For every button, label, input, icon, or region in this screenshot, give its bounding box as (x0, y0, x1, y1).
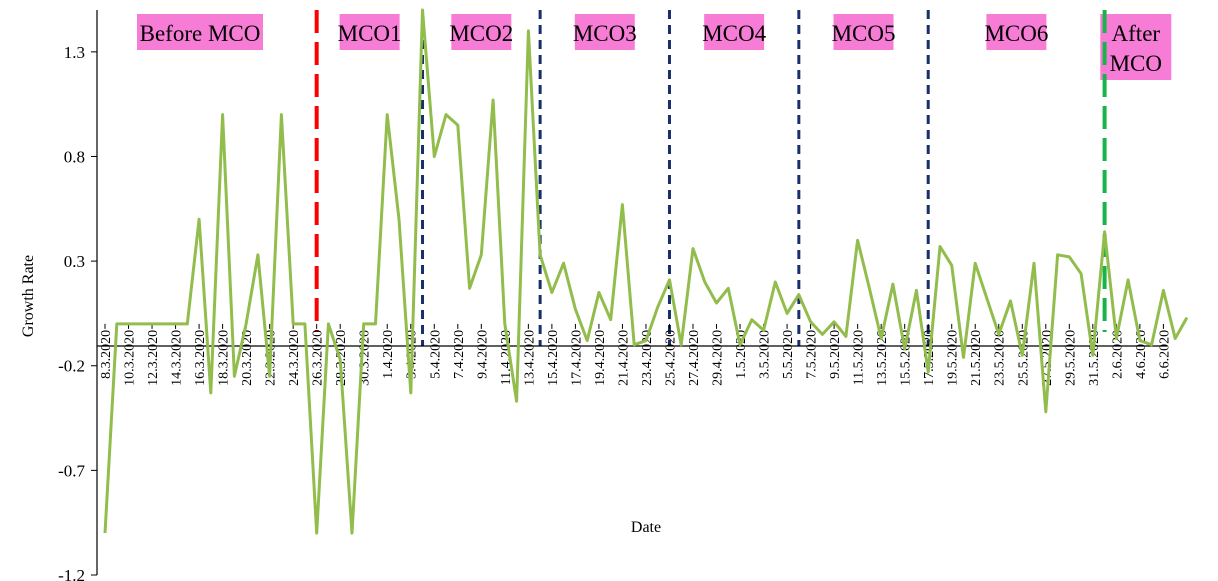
x-tick-label: 18.3.2020 (217, 330, 232, 386)
x-tick-label: 8.3.2020 (99, 330, 114, 379)
x-tick-label: 3.5.2020 (758, 330, 773, 379)
phase-box (986, 14, 1047, 50)
phase-label: MCO3 (573, 14, 637, 50)
x-tick-label: 9.5.2020 (828, 330, 843, 379)
x-tick-label: 24.3.2020 (287, 330, 302, 386)
x-tick-label: 29.5.2020 (1063, 330, 1078, 386)
phase-box (833, 14, 894, 50)
phase-label: MCO6 (984, 14, 1048, 50)
y-ticks: 1.3 0.8 0.3 -0.2 -0.7 -1.2 (58, 43, 97, 581)
x-tick-label: 11.4.2020 (499, 330, 514, 385)
x-tick-label: 16.3.2020 (193, 330, 208, 386)
x-tick-label: 9.4.2020 (475, 330, 490, 379)
phase-dividers (314, 10, 1107, 346)
x-tick-label: 7.5.2020 (805, 330, 820, 379)
phase-label: Before MCO (137, 14, 263, 50)
x-tick-label: 12.3.2020 (146, 330, 161, 386)
x-tick-label: 7.4.2020 (452, 330, 467, 379)
phase-text: MCO5 (832, 21, 896, 46)
phase-box (574, 14, 635, 50)
x-tick-label: 11.5.2020 (852, 330, 867, 385)
series-line-0 (103, 8, 1189, 535)
x-tick-label: 15.4.2020 (546, 330, 561, 386)
x-tick-label: 20.3.2020 (240, 330, 255, 386)
phase-box (1100, 14, 1172, 80)
x-tick-label: 13.5.2020 (875, 330, 890, 386)
x-axis-label: Date (631, 519, 661, 536)
x-ticks: 8.3.2020 10.3.2020 12.3.2020 14.3.2020 16.3.… (99, 323, 1172, 386)
y-tick-label: -0.7 (58, 461, 85, 480)
x-tick-label: 19.5.2020 (946, 330, 961, 386)
x-tick-label: 27.4.2020 (687, 330, 702, 386)
phase-text: Before MCO (140, 21, 261, 46)
x-tick-label: 28.3.2020 (334, 330, 349, 386)
y-tick-label: 0.3 (64, 252, 85, 271)
y-axis-label: Growth Rate (20, 255, 37, 337)
x-tick-label: 10.3.2020 (123, 330, 138, 386)
phase-box (704, 14, 765, 50)
phase-text: MCO3 (573, 21, 637, 46)
phase-box (339, 14, 400, 50)
phase-label: MCO5 (832, 14, 896, 50)
y-tick-label: 1.3 (64, 43, 85, 62)
phase-text: MCO6 (984, 21, 1048, 46)
x-tick-label: 21.4.2020 (616, 330, 631, 386)
phase-text: MCO2 (449, 21, 513, 46)
phase-text: MCO1 (338, 21, 402, 46)
x-tick-label: 26.3.2020 (311, 330, 326, 386)
x-tick-label: 14.3.2020 (170, 330, 185, 386)
phase-text: After (1112, 21, 1161, 46)
phase-label: After MCO (1100, 14, 1172, 80)
x-tick-label: 13.4.2020 (522, 330, 537, 386)
phase-text: MCO4 (702, 21, 766, 46)
phase-label: MCO1 (338, 14, 402, 50)
x-tick-label: 4.6.2020 (1134, 330, 1149, 379)
phase-label: MCO2 (449, 14, 513, 50)
axes (96, 10, 1167, 575)
series (103, 8, 1189, 535)
x-tick-label: 1.5.2020 (734, 330, 749, 379)
phase-text: MCO (1110, 51, 1162, 76)
phase-box (137, 14, 263, 50)
x-tick-label: 21.5.2020 (969, 330, 984, 386)
y-tick-label: -1.2 (58, 566, 85, 581)
x-tick-label: 5.5.2020 (781, 330, 796, 379)
x-tick-label: 29.4.2020 (711, 330, 726, 386)
x-tick-label: 5.4.2020 (428, 330, 443, 379)
x-tick-label: 23.4.2020 (640, 330, 655, 386)
x-tick-label: 1.4.2020 (381, 330, 396, 379)
phase-label: MCO4 (702, 14, 767, 50)
y-tick-label: -0.2 (58, 357, 85, 376)
x-tick-label: 23.5.2020 (993, 330, 1008, 386)
x-tick-label: 25.4.2020 (663, 330, 678, 386)
y-tick-label: 0.8 (64, 147, 85, 166)
x-tick-label: 19.4.2020 (593, 330, 608, 386)
x-tick-label: 17.4.2020 (569, 330, 584, 386)
x-tick-label: 2.6.2020 (1110, 330, 1125, 379)
x-tick-label: 6.6.2020 (1157, 330, 1172, 379)
phase-box (451, 14, 512, 50)
phase-labels: Before MCO MCO1 MCO2 MCO3 MCO4 MCO5 MCO6 After M… (137, 14, 1172, 80)
